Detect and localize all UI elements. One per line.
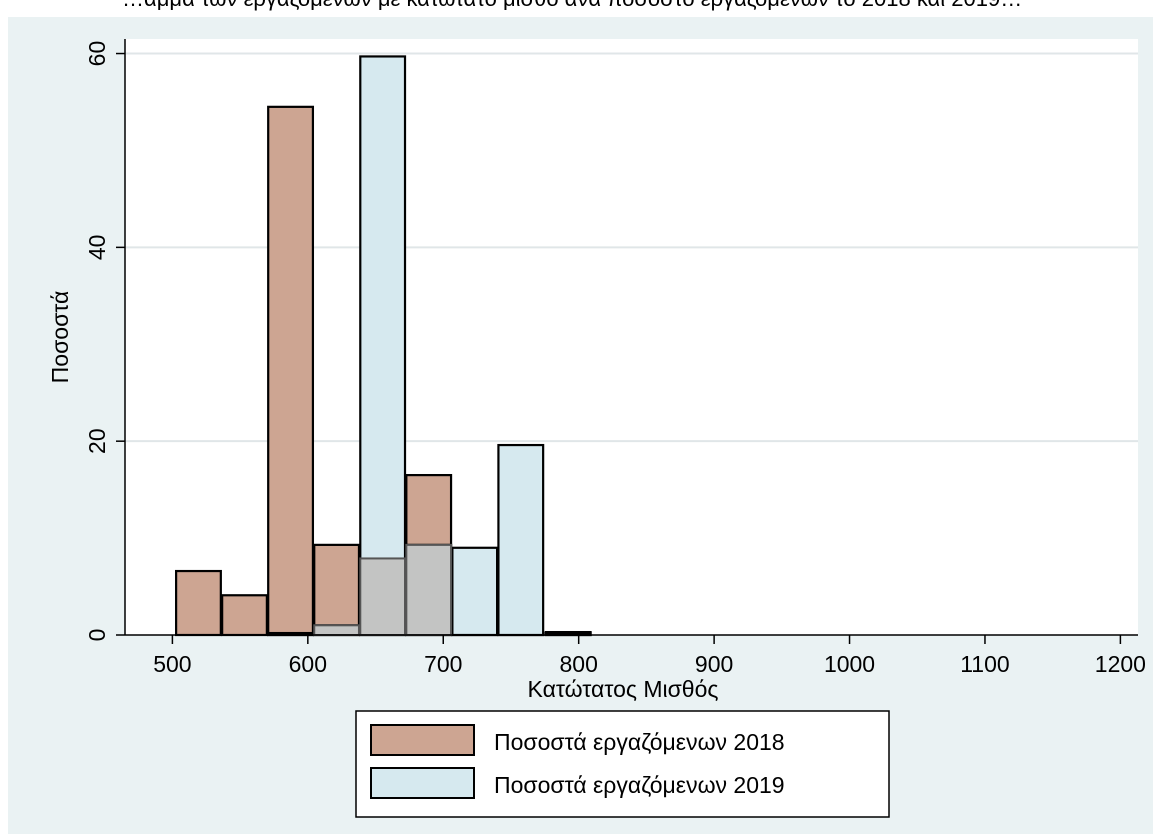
y-tick-label-60: 60 xyxy=(84,41,110,67)
legend-label-2018: Ποσοστά εργαζόμενων 2018 xyxy=(494,729,785,755)
bar-overlap-638 xyxy=(359,557,407,637)
x-axis-label: Κατώτατος Μισθός xyxy=(528,676,719,702)
x-tick-label-700: 700 xyxy=(424,651,462,677)
x-axis-ticks: 500 600 700 800 900 1000 1100 1200 xyxy=(153,635,1146,677)
legend-label-2019: Ποσοστά εργαζόμενων 2019 xyxy=(494,772,785,798)
bar-2018-536 xyxy=(221,594,268,637)
x-tick-label-1000: 1000 xyxy=(824,651,875,677)
chart-frame: 500 600 700 800 900 1000 1100 1200 0 20 40 60 Κατώ… xyxy=(8,17,1153,834)
x-tick-label-1100: 1100 xyxy=(960,651,1009,677)
bar-2019-706 xyxy=(451,546,499,637)
x-tick-label-800: 800 xyxy=(559,651,597,677)
bar-2018-502 xyxy=(175,569,222,637)
bar-2018-570 xyxy=(267,105,315,637)
bar-overlap-672 xyxy=(405,543,453,636)
bar-2019-638 xyxy=(359,55,407,637)
legend-swatch-2018 xyxy=(370,724,475,756)
overlap-bars xyxy=(313,543,453,637)
bar-2018-604 xyxy=(313,543,361,637)
y-tick-label-40: 40 xyxy=(84,235,110,261)
y-axis-ticks: 0 20 40 60 xyxy=(84,41,125,642)
cut-off-caption: …αμμα των εργαζόμενων με κατώτατο μισθό … xyxy=(0,0,1153,17)
bar-2019-740 xyxy=(497,443,545,637)
axes xyxy=(124,39,1138,636)
y-tick-label-20: 20 xyxy=(84,428,110,454)
legend: Ποσοστά εργαζόμενων 2018 Ποσοστά εργαζόμ… xyxy=(355,710,890,818)
histogram-chart: 500 600 700 800 900 1000 1100 1200 0 20 40 60 Κατώ… xyxy=(47,39,1146,818)
y-tick-label-0: 0 xyxy=(84,629,110,642)
bar-overlap-604 xyxy=(313,624,360,637)
y-axis-label: Ποσοστά xyxy=(47,291,73,384)
x-tick-label-1200: 1200 xyxy=(1095,651,1146,677)
x-tick-label-900: 900 xyxy=(695,651,733,677)
cut-off-caption-text: …αμμα των εργαζόμενων με κατώτατο μισθό … xyxy=(122,0,1022,12)
legend-swatch-2019 xyxy=(370,767,475,799)
x-tick-label-600: 600 xyxy=(289,651,327,677)
x-tick-label-500: 500 xyxy=(153,651,191,677)
